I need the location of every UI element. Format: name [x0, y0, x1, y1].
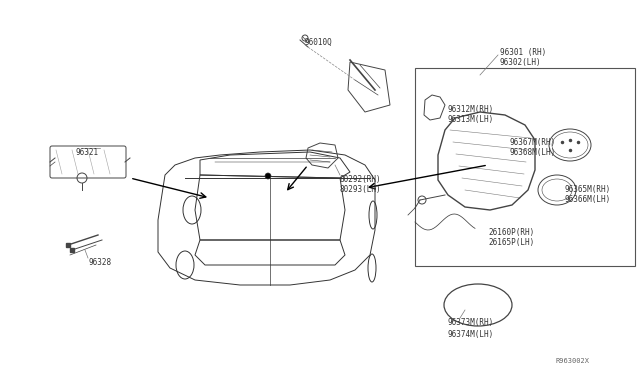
Text: 96366M(LH): 96366M(LH) [565, 195, 611, 204]
Text: 96367M(RH): 96367M(RH) [510, 138, 556, 147]
Text: 26160P(RH): 26160P(RH) [488, 228, 534, 237]
Circle shape [265, 173, 271, 179]
Text: 96313M(LH): 96313M(LH) [448, 115, 494, 124]
Text: 96373M(RH): 96373M(RH) [448, 318, 494, 327]
Text: 96302(LH): 96302(LH) [500, 58, 541, 67]
Text: 80293(LH): 80293(LH) [340, 185, 381, 194]
Text: 96374M(LH): 96374M(LH) [448, 330, 494, 339]
Text: 96312M(RH): 96312M(RH) [448, 105, 494, 114]
Text: 96328: 96328 [88, 258, 111, 267]
Bar [415, 68, 635, 266]
Text: 96365M(RH): 96365M(RH) [565, 185, 611, 194]
Text: 96301 (RH): 96301 (RH) [500, 48, 547, 57]
Text: 96321: 96321 [75, 148, 98, 157]
Text: 26165P(LH): 26165P(LH) [488, 238, 534, 247]
Text: 80292(RH): 80292(RH) [340, 175, 381, 184]
Text: 96368M(LH): 96368M(LH) [510, 148, 556, 157]
Text: R963002X: R963002X [556, 358, 590, 364]
Text: 96010Q: 96010Q [305, 38, 333, 47]
